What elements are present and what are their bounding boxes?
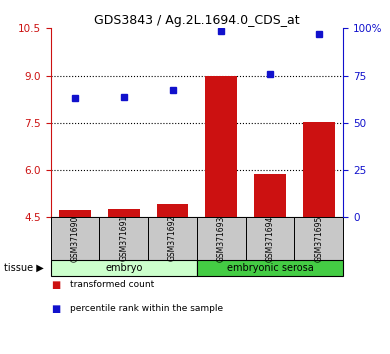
Text: GSM371692: GSM371692 [168,215,177,262]
Text: transformed count: transformed count [70,280,154,289]
Bar [197,259,343,276]
Text: embryo: embryo [105,263,142,273]
Bar [303,122,335,217]
Bar [294,217,343,259]
Bar [157,204,188,217]
Bar [99,217,148,259]
Text: ■: ■ [51,304,60,314]
Bar [197,217,246,259]
Text: ■: ■ [51,280,60,290]
Bar [246,217,294,259]
Text: GSM371690: GSM371690 [71,215,80,262]
Title: GDS3843 / Ag.2L.1694.0_CDS_at: GDS3843 / Ag.2L.1694.0_CDS_at [94,14,300,27]
Text: GSM371691: GSM371691 [119,215,128,262]
Text: GSM371693: GSM371693 [217,215,226,262]
Text: GSM371695: GSM371695 [314,215,323,262]
Bar [148,217,197,259]
Bar [51,259,197,276]
Bar [206,75,237,217]
Text: tissue ▶: tissue ▶ [4,263,44,273]
Text: GSM371694: GSM371694 [266,215,275,262]
Bar [51,217,99,259]
Bar [59,210,91,217]
Text: embryonic serosa: embryonic serosa [227,263,314,273]
Bar [254,174,286,217]
Text: percentile rank within the sample: percentile rank within the sample [70,304,223,313]
Bar [108,209,140,217]
